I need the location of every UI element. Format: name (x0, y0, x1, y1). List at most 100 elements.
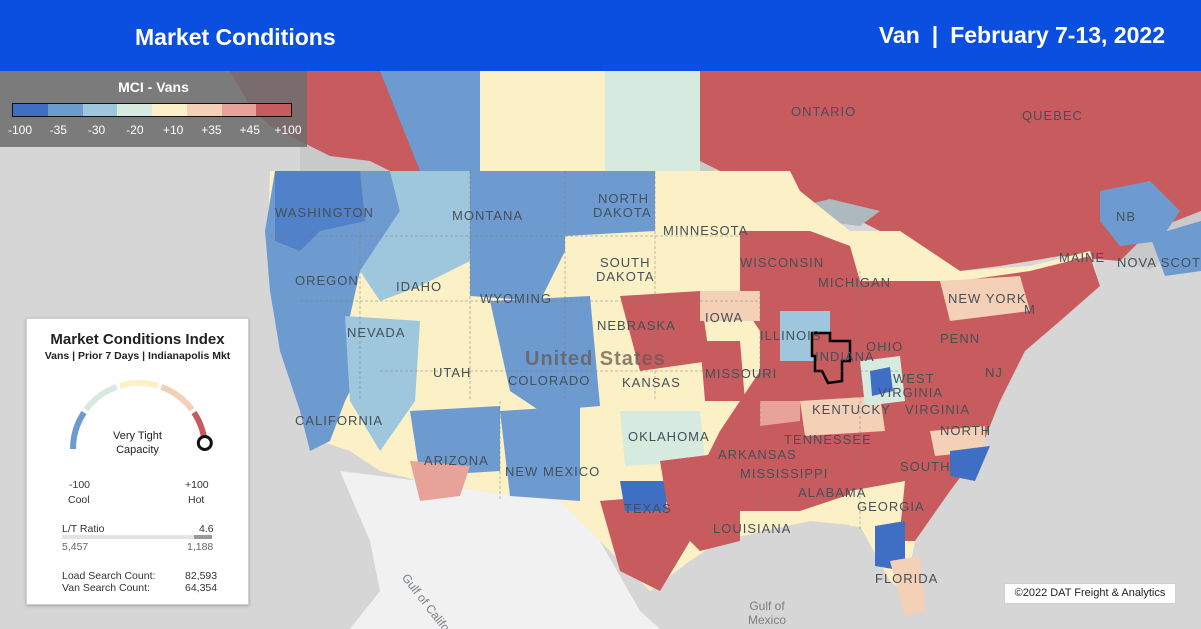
label-maine: MAINE (1059, 250, 1106, 265)
label-kentucky: KENTUCKY (812, 402, 891, 417)
gauge-min-label: Cool (68, 494, 90, 506)
ratio-value: 4.6 (199, 523, 214, 535)
label-north-dakota-2: DAKOTA (593, 205, 652, 220)
label-arizona: ARIZONA (424, 453, 489, 468)
header-separator: | (931, 22, 939, 48)
gulf-of-mexico-line-2: Mexico (748, 613, 787, 627)
loads-value: 5,457 (62, 541, 89, 553)
gulf-of-mexico-line-1: Gulf of (749, 599, 785, 613)
region-alberta (380, 71, 480, 171)
map-canvas (0, 71, 1201, 629)
van-search-label: Van Search Count: (62, 582, 150, 594)
region-nc-coast (950, 446, 990, 481)
gauge-max-value: +100 (185, 479, 209, 491)
region-az-south (410, 461, 470, 501)
gauge-indicator (196, 435, 213, 451)
legend-swatch-0 (13, 104, 48, 116)
ratio-bar-fill (194, 535, 212, 539)
region-georgia-south (850, 481, 905, 531)
legend-tick-4: +10 (162, 123, 184, 137)
label-north-carolina: NORTH (940, 423, 991, 438)
label-wyoming: WYOMING (480, 291, 552, 306)
label-kansas: KANSAS (622, 375, 681, 390)
legend-swatch-4 (152, 104, 187, 116)
region-texas-east (660, 451, 740, 551)
region-north-dakota (565, 171, 655, 236)
region-arizona (410, 406, 500, 476)
region-nevada (345, 316, 420, 451)
label-illinois: ILLINOIS (760, 328, 822, 343)
gauge-status: Very Tight Capacity (27, 429, 248, 457)
mci-gauge (70, 380, 213, 451)
page-title: Market Conditions (135, 24, 336, 50)
header-bar: Market Conditions Van | February 7-13, 202… (0, 0, 1201, 71)
legend-tick-2: -30 (87, 123, 106, 137)
label-washington: WASHINGTON (275, 205, 374, 220)
label-georgia: GEORGIA (857, 499, 925, 514)
label-m: M (1024, 302, 1036, 317)
region-nebraska-east (620, 291, 710, 371)
label-nova-scotia: NOVA SCOTIA (1117, 255, 1201, 270)
region-nb (1100, 181, 1180, 246)
region-mexico (340, 471, 660, 629)
legend-tick-5: +35 (201, 123, 222, 137)
region-florida-north (875, 521, 905, 571)
legend-swatch-5 (186, 104, 222, 116)
mci-panel: Market Conditions Index Vans | Prior 7 D… (26, 318, 249, 605)
legend-swatch-6 (221, 104, 257, 116)
label-nj: NJ (985, 365, 1003, 380)
label-michigan: MICHIGAN (818, 275, 891, 290)
label-wisconsin: WISCONSIN (740, 255, 825, 270)
ratio-bar (62, 535, 212, 539)
load-search-label: Load Search Count: (62, 570, 156, 582)
legend-color-scale (12, 103, 292, 117)
date-range: February 7-13, 2022 (950, 22, 1165, 48)
header-info: Van | February 7-13, 2022 (879, 22, 1165, 49)
gauge-max-label: Hot (188, 494, 205, 506)
region-new-mexico (500, 406, 580, 501)
label-utah: UTAH (433, 365, 472, 380)
region-colorado (490, 296, 600, 411)
copyright-badge: ©2022 DAT Freight & Analytics (1004, 583, 1176, 604)
label-texas: TEXAS (624, 501, 672, 516)
legend-tick-0: -100 (7, 123, 33, 137)
label-oklahoma: OKLAHOMA (628, 429, 710, 444)
label-pennsylvania: PENN (940, 331, 981, 346)
legend-ticks: -100 -35 -30 -20 +10 +35 +45 +100 (0, 123, 307, 139)
label-colorado: COLORADO (508, 373, 591, 388)
label-missouri: MISSOURI (705, 366, 778, 381)
label-tennessee: TENNESSEE (784, 432, 872, 447)
label-north-dakota-1: NORTH (598, 191, 649, 206)
ratio-label: L/T Ratio (62, 523, 105, 535)
label-united-states: United States (525, 348, 666, 370)
trucks-value: 1,188 (187, 541, 214, 553)
label-montana: MONTANA (452, 208, 524, 223)
state-borders (270, 171, 900, 531)
label-new-york: NEW YORK (948, 291, 1027, 306)
label-nb: NB (1116, 209, 1137, 224)
label-gulf-of-mexico: Gulf of Mexico (748, 599, 786, 627)
gauge-status-line-2: Capacity (116, 444, 159, 456)
panel-title: Market Conditions Index (50, 331, 225, 348)
label-indiana: INDIANA (815, 349, 875, 364)
market-map[interactable]: WASHINGTON MONTANA NORTH DAKOTA MINNESOT… (0, 71, 1201, 629)
load-search-value: 82,593 (185, 570, 218, 582)
legend-title: MCI - Vans (118, 79, 189, 95)
label-virginia: VIRGINIA (905, 402, 971, 417)
legend-swatch-3 (117, 104, 152, 116)
label-florida: FLORIDA (875, 571, 939, 586)
label-nebraska: NEBRASKA (597, 318, 676, 333)
label-south-carolina: SOUTH (900, 459, 951, 474)
region-new-york (940, 276, 1030, 321)
region-texas-blue (620, 481, 670, 511)
legend-swatch-1 (47, 104, 83, 116)
equipment-type: Van (878, 22, 920, 48)
gauge-segment-2 (119, 380, 159, 389)
gauge-min-value: -100 (69, 479, 91, 491)
gauge-segment-1 (83, 384, 118, 412)
label-minnesota: MINNESOTA (663, 223, 749, 238)
region-iowa (700, 291, 760, 321)
label-mississippi: MISSISSIPPI (740, 466, 829, 481)
legend-tick-7: +100 (274, 123, 302, 137)
region-ontario-quebec (700, 71, 1201, 271)
